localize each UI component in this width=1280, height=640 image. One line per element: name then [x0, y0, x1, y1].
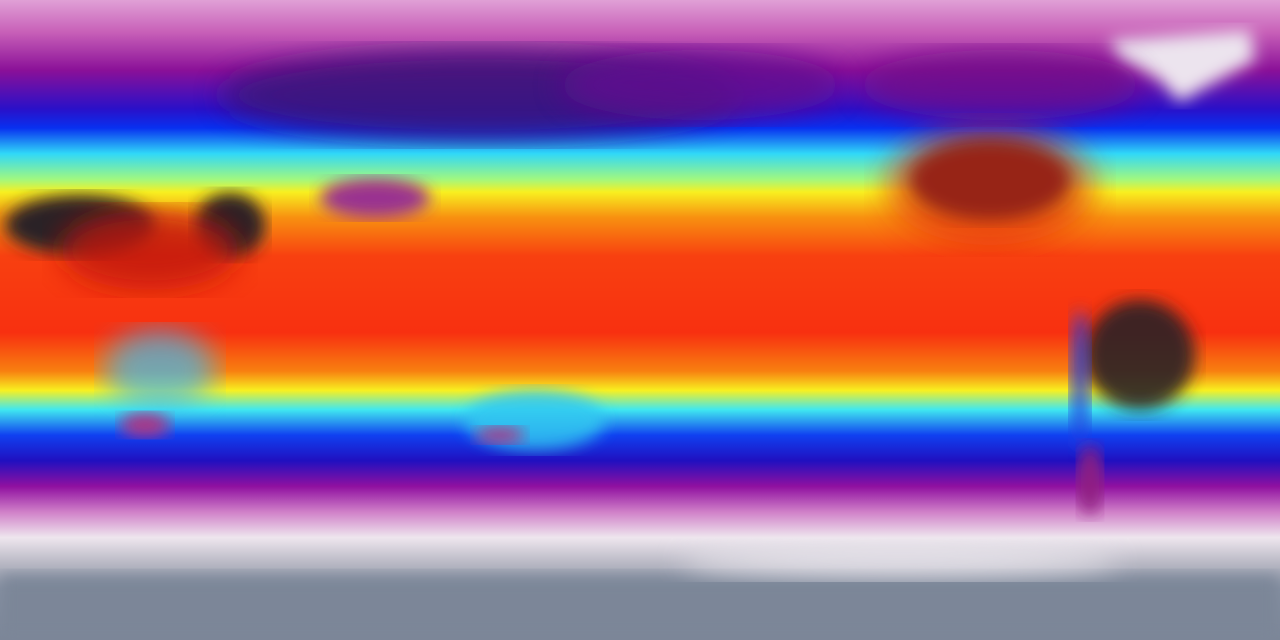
south-africa-tip [120, 413, 170, 437]
australia-south [475, 427, 525, 443]
andes-cold-strip [1070, 310, 1090, 450]
southern-africa [105, 330, 215, 410]
landmasses [0, 30, 1280, 640]
africa-hot-region [60, 210, 240, 290]
patagonia [1078, 445, 1102, 515]
antarctica [0, 575, 1280, 640]
greenland-ice [1110, 30, 1255, 102]
south-america-hot-region [1085, 300, 1195, 410]
siberia-cold-region [560, 50, 840, 120]
north-america-warm-edge [885, 125, 1095, 245]
antarctic-ice-shelf [680, 542, 1120, 578]
canada-cold-region [860, 50, 1140, 120]
tibet-plateau [320, 178, 430, 218]
